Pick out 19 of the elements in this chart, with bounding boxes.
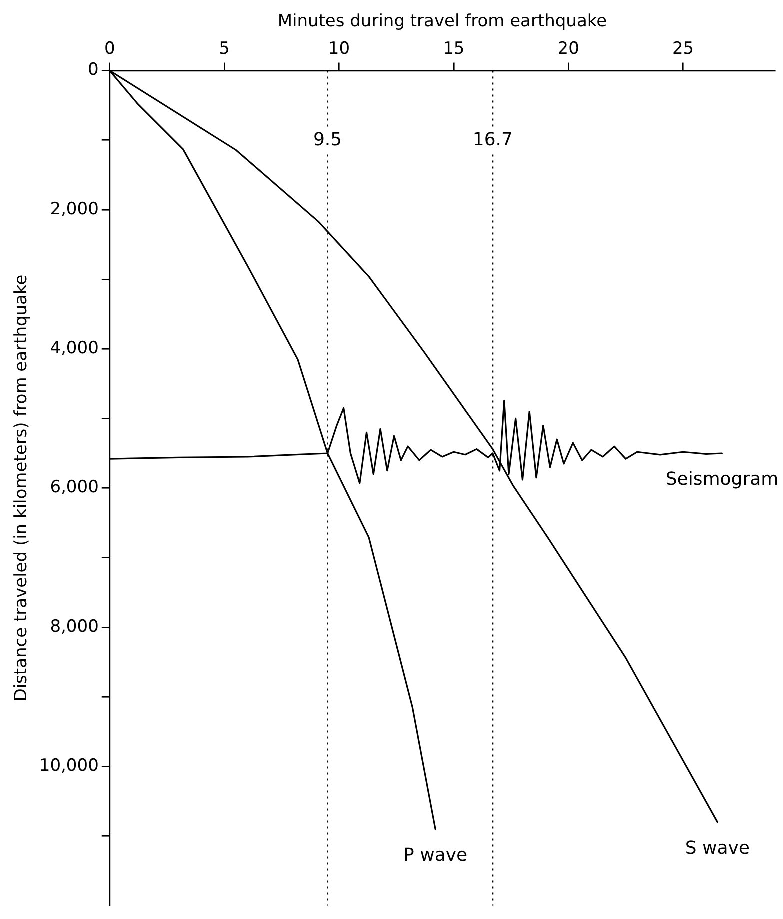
series-label: P wave [404, 844, 468, 866]
x-tick-label: 15 [443, 39, 465, 60]
x-tick-label: 10 [328, 39, 350, 60]
y-tick-label: 0 [88, 60, 99, 80]
x-tick-label: 25 [672, 39, 694, 60]
series-label: S wave [685, 838, 750, 859]
ref-line-label: 9.5 [313, 129, 342, 150]
y-tick-label: 10,000 [39, 756, 99, 776]
y-tick-label: 6,000 [50, 478, 99, 498]
series-label: Seismogram [666, 469, 779, 490]
x-axis-title: Minutes during travel from earthquake [278, 12, 608, 32]
x-tick-label: 20 [558, 39, 580, 60]
ref-line-label: 16.7 [472, 129, 513, 150]
y-tick-label: 2,000 [50, 199, 99, 220]
y-axis-title: Distance traveled (in kilometers) from earthquake [12, 274, 32, 702]
x-tick-label: 0 [104, 39, 116, 60]
y-tick-label: 8,000 [50, 616, 99, 637]
x-tick-label: 5 [219, 39, 230, 60]
y-tick-label: 4,000 [50, 338, 99, 359]
